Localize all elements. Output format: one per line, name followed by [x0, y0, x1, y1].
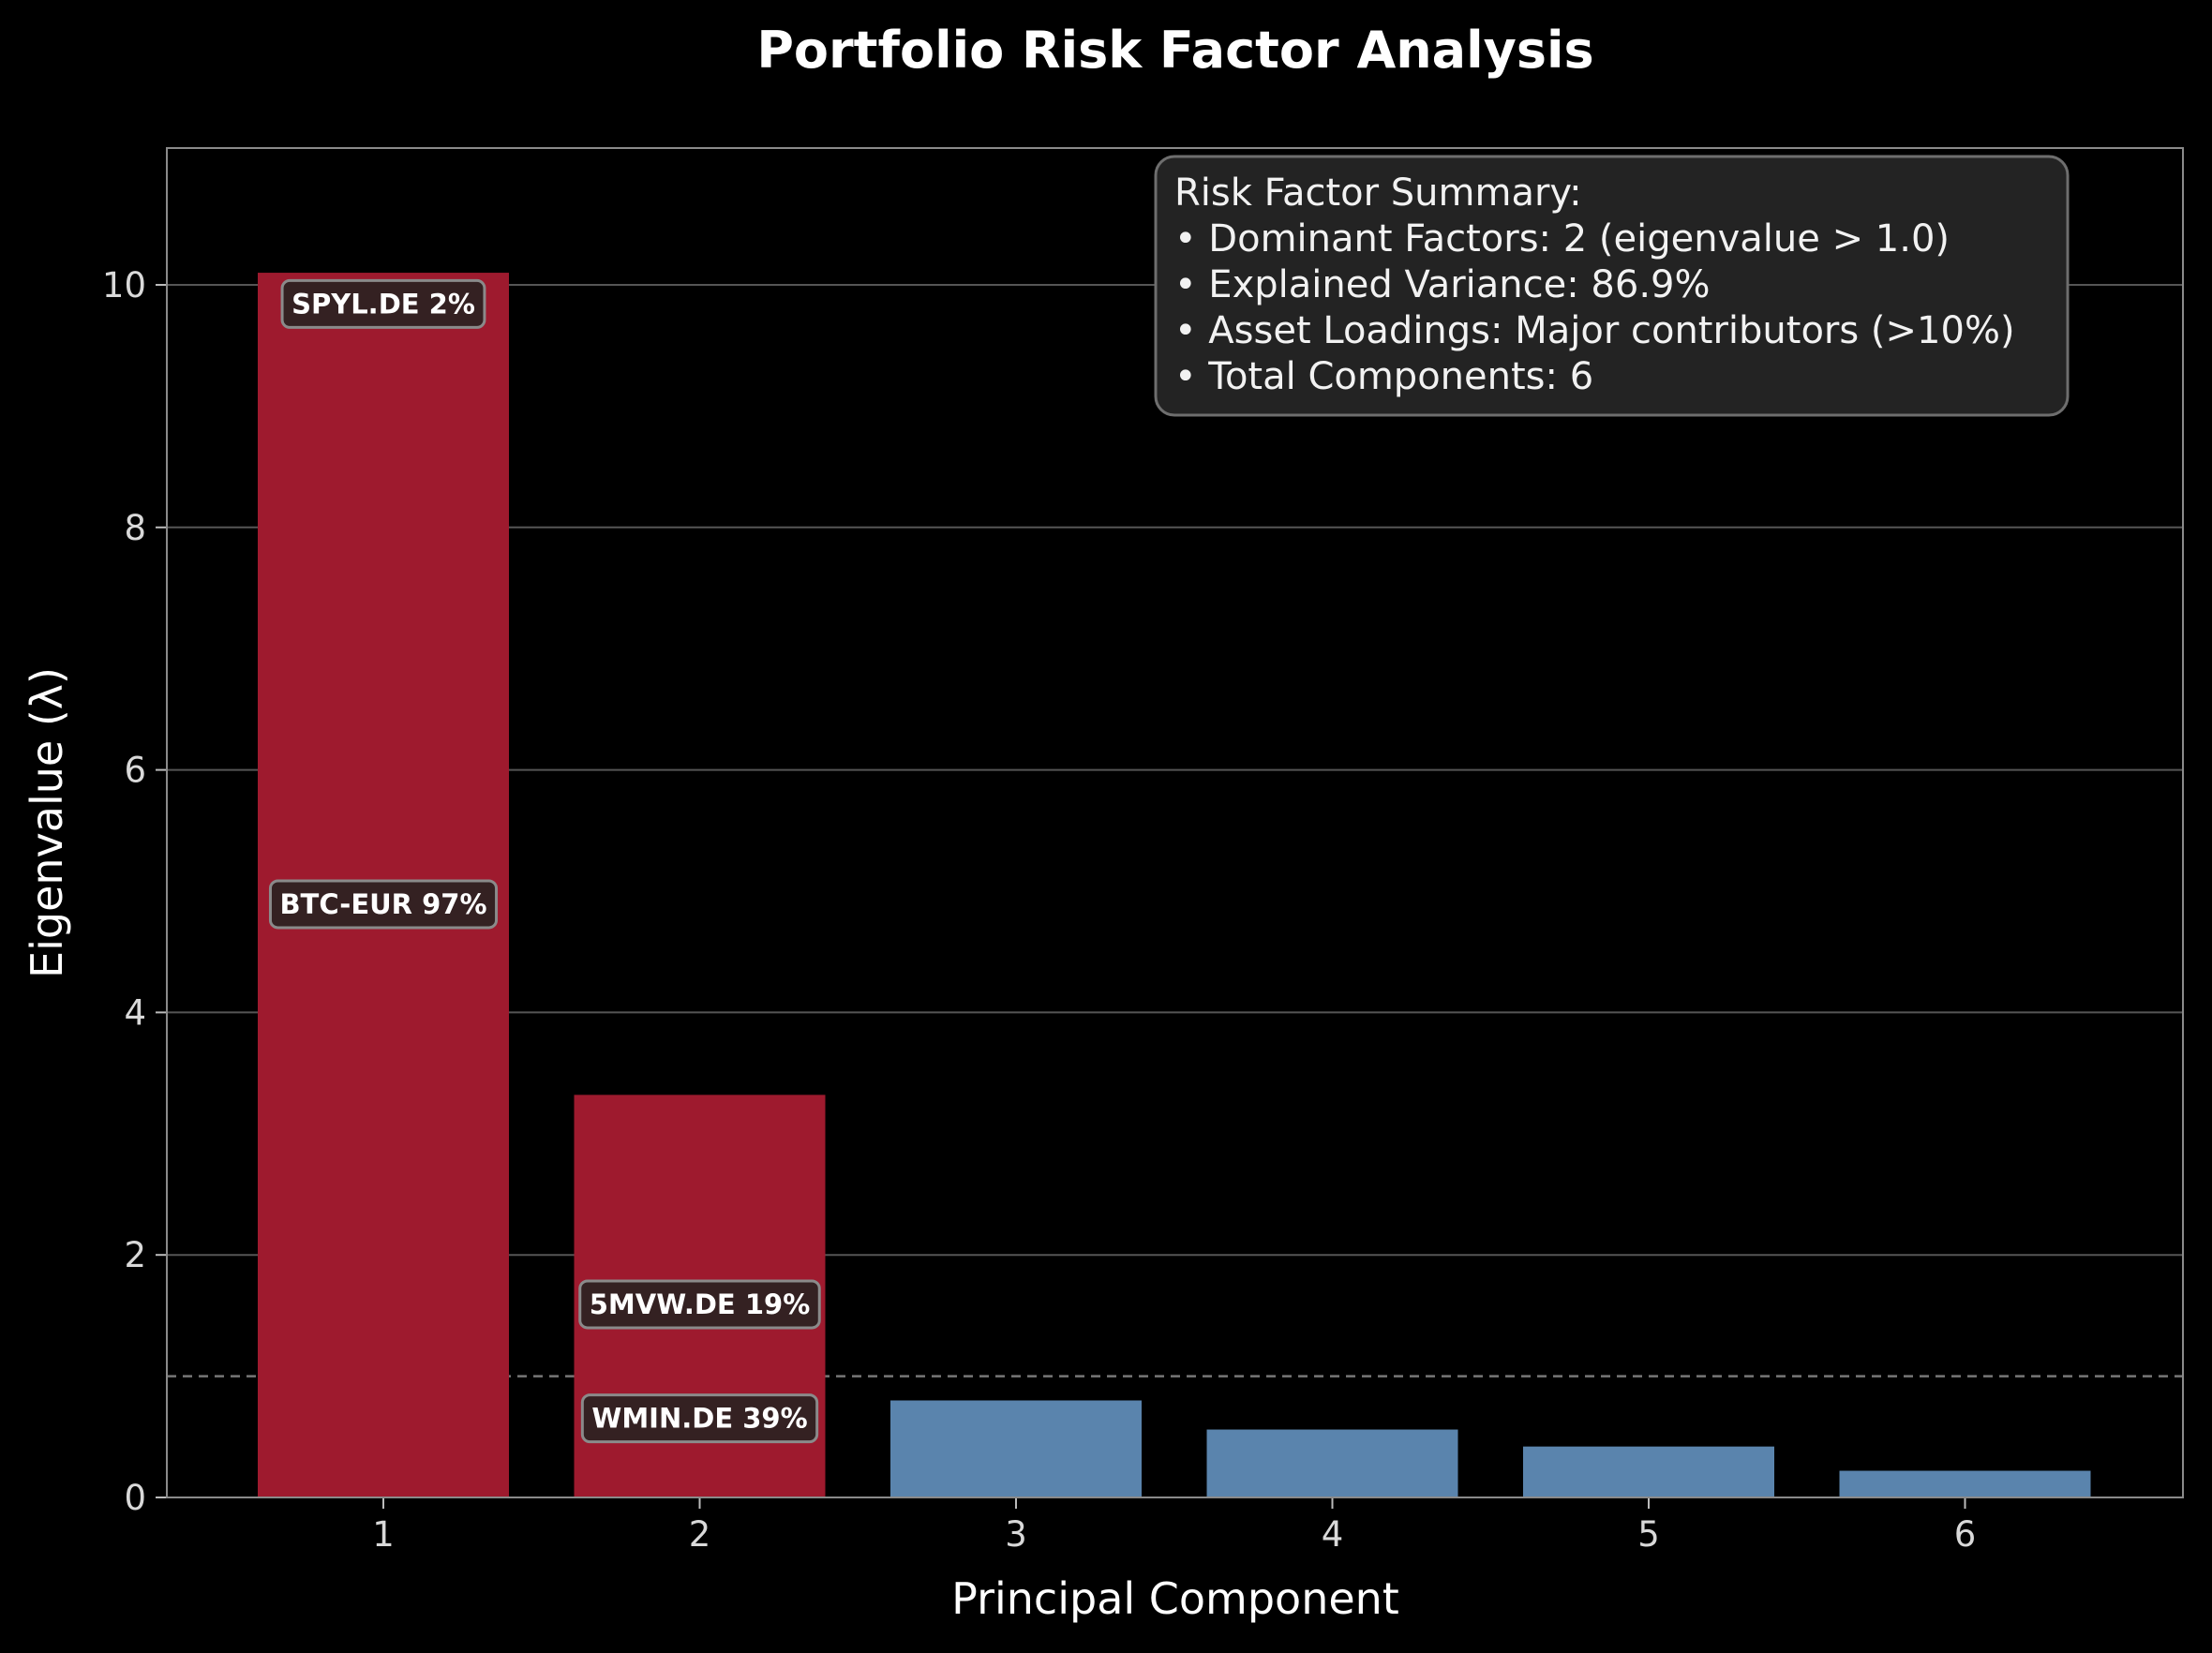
bar-annotation: WMIN.DE 39% [580, 1393, 819, 1444]
bar-annotation-label: WMIN.DE 39% [591, 1403, 807, 1435]
y-tick-label-4: 4 [124, 992, 146, 1033]
plot-frame [166, 147, 2184, 1498]
x-tick-label-3: 3 [1005, 1514, 1027, 1555]
chart-title: Portfolio Risk Factor Analysis [756, 21, 1593, 80]
bar-component-4 [1206, 1429, 1458, 1497]
summary-box: Risk Factor Summary: • Dominant Factors:… [1154, 155, 2070, 417]
bar-component-6 [1839, 1470, 2091, 1497]
bar-annotation: SPYL.DE 2% [280, 278, 486, 329]
bar-annotation-label: BTC-EUR 97% [279, 888, 486, 920]
y-tick-label-6: 6 [124, 751, 146, 791]
bar-annotation: BTC-EUR 97% [268, 879, 499, 930]
bar-component-5 [1523, 1446, 1774, 1497]
summary-line-loadings: • Asset Loadings: Major contributors (>1… [1174, 309, 2015, 352]
x-axis-label: Principal Component [951, 1573, 1399, 1624]
bar-annotation-box [280, 278, 486, 329]
summary-line-total: • Total Components: 6 [1174, 355, 1593, 398]
bar-annotation: 5MVW.DE 19% [578, 1279, 821, 1330]
bar-annotations: SPYL.DE 2% BTC-EUR 97% 5MVW.DE 19% WMIN.DE … [268, 278, 821, 1444]
x-tick-label-4: 4 [1322, 1514, 1344, 1555]
x-tick-label-5: 5 [1637, 1514, 1660, 1555]
bar-annotation-label: 5MVW.DE 19% [590, 1288, 811, 1320]
x-tick-label-2: 2 [689, 1514, 711, 1555]
summary-line-title: Risk Factor Summary: [1174, 171, 1582, 215]
x-tick-label-6: 6 [1954, 1514, 1977, 1555]
bar-annotation-label: SPYL.DE 2% [291, 288, 475, 320]
y-tick-label-10: 10 [102, 265, 146, 305]
summary-line-dominant: • Dominant Factors: 2 (eigenvalue > 1.0) [1174, 217, 1950, 261]
y-tick-label-2: 2 [124, 1235, 146, 1275]
summary-line-variance: • Explained Variance: 86.9% [1174, 263, 1711, 306]
bar-annotation-box [268, 879, 499, 930]
y-axis-label: Eigenvalue (λ) [22, 667, 72, 978]
bar-annotation-box [578, 1279, 821, 1330]
x-tick-label-1: 1 [372, 1514, 395, 1555]
y-tick-label-0: 0 [124, 1478, 146, 1518]
y-tick-label-8: 8 [124, 508, 146, 548]
bar-annotation-box [580, 1393, 819, 1444]
bar-component-3 [890, 1400, 1142, 1497]
summary-box-background [1154, 155, 2070, 417]
